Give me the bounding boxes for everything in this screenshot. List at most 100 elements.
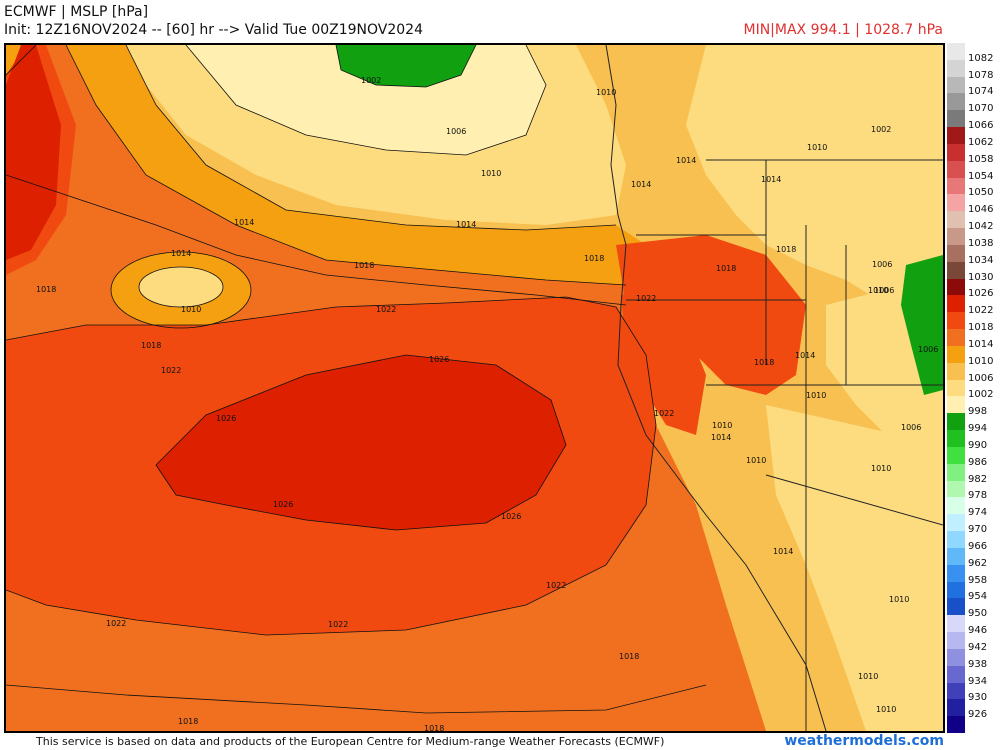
zone-1026-west [6, 45, 61, 260]
isobar-label: 1018 [178, 717, 198, 726]
colorbar-label: 1026 [968, 288, 994, 300]
colorbar-cell [947, 379, 965, 397]
colorbar-label: 966 [968, 540, 988, 552]
isobar-label: 1022 [636, 294, 656, 303]
init-valid-line: Init: 12Z16NOV2024 -- [60] hr --> Valid … [4, 22, 423, 38]
colorbar-cell [947, 329, 965, 347]
colorbar-label: 1034 [968, 254, 994, 266]
colorbar-label: 974 [968, 507, 988, 519]
colorbar-cell [947, 211, 965, 229]
colorbar-label: 1042 [968, 221, 994, 233]
colorbar-label: 1066 [968, 120, 994, 132]
land-1010 [686, 45, 943, 305]
isobar-label: 1006 [872, 260, 892, 269]
colorbar-label: 1022 [968, 305, 994, 317]
green-low-east [901, 255, 943, 395]
colorbar-cell [947, 531, 965, 549]
land-1018-plateau [616, 235, 806, 395]
zone-1014-band [6, 45, 646, 305]
colorbar-label: 942 [968, 641, 988, 653]
colorbar-cell [947, 413, 965, 431]
colorbar-cell [947, 261, 965, 280]
colorbar-label: 1078 [968, 69, 994, 81]
colorbar-cell [947, 295, 965, 313]
isobar-label: 1018 [584, 254, 604, 263]
colorbar-cell [947, 312, 965, 330]
colorbar-cell [947, 547, 965, 566]
colorbar-label: 958 [968, 574, 988, 586]
colorbar-cell [947, 76, 965, 94]
colorbar-cell [947, 93, 965, 111]
isobar-label: 1010 [181, 305, 201, 314]
colorbar-cell [947, 716, 965, 734]
colorbar-label: 946 [968, 625, 988, 637]
isobar-label: 1026 [216, 414, 236, 423]
colorbar-cell [947, 632, 965, 650]
colorbar-label: 994 [968, 423, 988, 435]
pressure-colorbar: 1082 1078 1074 1070 1066 1062 1058 1054 1050 1046… [947, 43, 1000, 734]
colorbar-cell [947, 160, 965, 179]
isobar-label: 1010 [871, 464, 891, 473]
zone-1010-bubble [139, 267, 223, 307]
colorbar-label: 938 [968, 658, 988, 670]
isobar-label: 1006 [901, 423, 921, 432]
pressure-map: 1002 1006 1010 1014 1014 1014 1010 1018 1018 1018… [4, 43, 945, 733]
colorbar-cell [947, 648, 965, 667]
colorbar-label: 954 [968, 591, 988, 603]
colorbar-label: 962 [968, 557, 988, 569]
colorbar-cell [947, 682, 965, 700]
colorbar-cell [947, 497, 965, 515]
colorbar-cell [947, 362, 965, 381]
colorbar-label: 1046 [968, 204, 994, 216]
colorbar-label: 1062 [968, 136, 994, 148]
colorbar-cell [947, 514, 965, 532]
map-title: ECMWF | MSLP [hPa] [4, 4, 149, 20]
colorbar-cell [947, 345, 965, 364]
colorbar-cell [947, 177, 965, 195]
isobar-label: 1010 [876, 705, 896, 714]
colorbar-cell [947, 110, 965, 128]
weathermodels-brand[interactable]: weathermodels.com [784, 733, 944, 749]
colorbar-label: 1014 [968, 338, 994, 350]
isobar-label: 1022 [546, 581, 566, 590]
isobar-label: 1018 [141, 341, 161, 350]
colorbar-label: 978 [968, 490, 988, 502]
colorbar-label: 1050 [968, 187, 994, 199]
isobar-label: 1014 [773, 547, 793, 556]
colorbar-cell [947, 430, 965, 448]
isobar-label: 1014 [795, 351, 815, 360]
isobar-label: 1018 [776, 245, 796, 254]
isobar-label: 1026 [501, 512, 521, 521]
isobar-label: 1014 [234, 218, 254, 227]
colorbar-label: 986 [968, 456, 988, 468]
isobar-label: 1010 [481, 169, 501, 178]
colorbar-cell [947, 59, 965, 78]
colorbar-cell [947, 228, 965, 246]
isobar-label: 1018 [36, 285, 56, 294]
ecmwf-attribution: This service is based on data and produc… [36, 735, 665, 748]
isobar-label: 1014 [171, 249, 191, 258]
colorbar-label: 930 [968, 692, 988, 704]
colorbar-label: 1074 [968, 86, 994, 98]
colorbar-cell [947, 665, 965, 683]
isobar-label: 1022 [654, 409, 674, 418]
colorbar-cell [947, 446, 965, 465]
colorbar-cell [947, 463, 965, 482]
colorbar-cell [947, 43, 965, 61]
colorbar-cell [947, 278, 965, 296]
isobar-label: 1010 [746, 456, 766, 465]
colorbar-label: 1006 [968, 372, 994, 384]
isobar-label: 1002 [871, 125, 891, 134]
isobar-label: 1002 [361, 76, 381, 85]
colorbar-label: 1070 [968, 103, 994, 115]
isobar-label: 1010 [712, 421, 732, 430]
colorbar-cell [947, 396, 965, 414]
isobar-label: 1010 [806, 391, 826, 400]
isobar-label: 1022 [106, 619, 126, 628]
colorbar-cell [947, 581, 965, 599]
isobar-label: 1014 [456, 220, 476, 229]
zone-1026-core [156, 355, 566, 530]
isobar-label: 1018 [424, 724, 444, 731]
colorbar-label: 1010 [968, 355, 994, 367]
coastlines [605, 45, 943, 731]
